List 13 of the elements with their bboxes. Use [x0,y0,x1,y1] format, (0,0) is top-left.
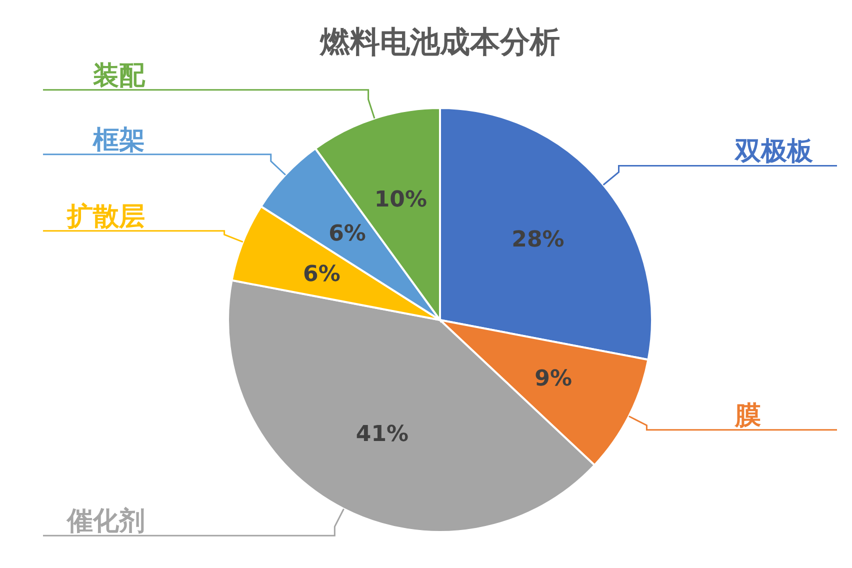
chart-title: 燃料电池成本分析 [319,25,560,60]
data-label: 10% [374,188,428,213]
data-label: 28% [512,228,564,253]
data-label: 6% [303,262,340,287]
data-label: 6% [328,222,366,247]
slice-label: 催化剂 [66,506,145,537]
data-label: 41% [356,422,409,448]
slice-label: 框架 [92,125,145,156]
slice-label: 扩散层 [66,202,145,232]
data-label: 9% [534,366,572,392]
slice-label: 双极板 [734,136,814,167]
slice-label: 膜 [734,400,761,431]
slice-label: 装配 [92,60,146,91]
